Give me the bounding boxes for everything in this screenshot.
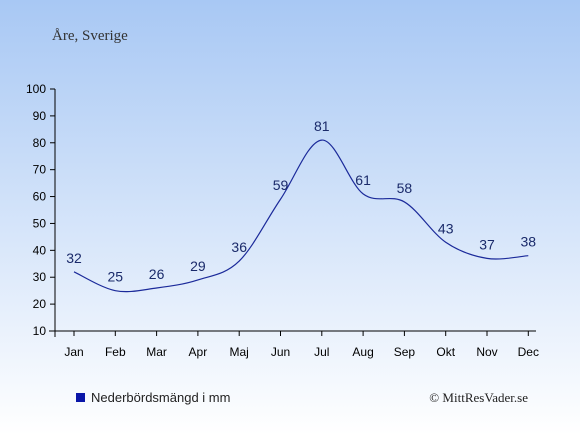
copyright-text: © MittResVader.se bbox=[429, 390, 528, 405]
data-label: 38 bbox=[521, 234, 537, 250]
x-tick-label: Jul bbox=[314, 345, 329, 359]
y-tick-label: 100 bbox=[26, 82, 46, 96]
y-tick-label: 70 bbox=[33, 163, 47, 177]
legend: Nederbördsmängd i mm bbox=[76, 390, 230, 405]
y-tick-label: 80 bbox=[33, 136, 47, 150]
data-label: 59 bbox=[273, 177, 289, 193]
data-label: 29 bbox=[190, 258, 206, 274]
y-tick-label: 10 bbox=[33, 324, 47, 338]
y-tick-label: 40 bbox=[33, 243, 47, 257]
legend-label: Nederbördsmängd i mm bbox=[91, 390, 231, 405]
x-tick-label: Aug bbox=[352, 345, 373, 359]
x-tick-label: Mar bbox=[146, 345, 167, 359]
y-tick-label: 90 bbox=[33, 109, 47, 123]
x-tick-label: Maj bbox=[230, 345, 249, 359]
x-tick-label: Sep bbox=[394, 345, 416, 359]
x-tick-label: Jan bbox=[64, 345, 83, 359]
data-label: 58 bbox=[397, 180, 413, 196]
data-label: 37 bbox=[479, 236, 495, 252]
y-tick-label: 20 bbox=[33, 297, 47, 311]
data-label: 26 bbox=[149, 266, 165, 282]
precipitation-line bbox=[73, 139, 529, 293]
x-tick-label: Okt bbox=[436, 345, 455, 359]
data-label: 61 bbox=[355, 172, 371, 188]
plot-area: 10 20 30 40 50 60 70 80 90 100 Jan Feb Mar Apr Maj Jun J… bbox=[26, 82, 539, 359]
y-tick-label: 30 bbox=[33, 270, 47, 284]
x-tick-label: Apr bbox=[189, 345, 208, 359]
y-tick-label: 50 bbox=[33, 216, 47, 230]
data-label: 43 bbox=[438, 220, 454, 236]
y-tick-label: 60 bbox=[33, 190, 47, 204]
data-label: 32 bbox=[66, 250, 82, 266]
data-label: 81 bbox=[314, 118, 330, 134]
chart-title: Åre, Sverige bbox=[52, 28, 128, 44]
x-tick-label: Jun bbox=[271, 345, 290, 359]
x-tick-label: Dec bbox=[518, 345, 539, 359]
x-tick-label: Feb bbox=[105, 345, 126, 359]
data-label: 25 bbox=[108, 269, 124, 285]
data-label: 36 bbox=[231, 239, 247, 255]
legend-swatch bbox=[76, 393, 85, 402]
x-tick-label: Nov bbox=[476, 345, 497, 359]
